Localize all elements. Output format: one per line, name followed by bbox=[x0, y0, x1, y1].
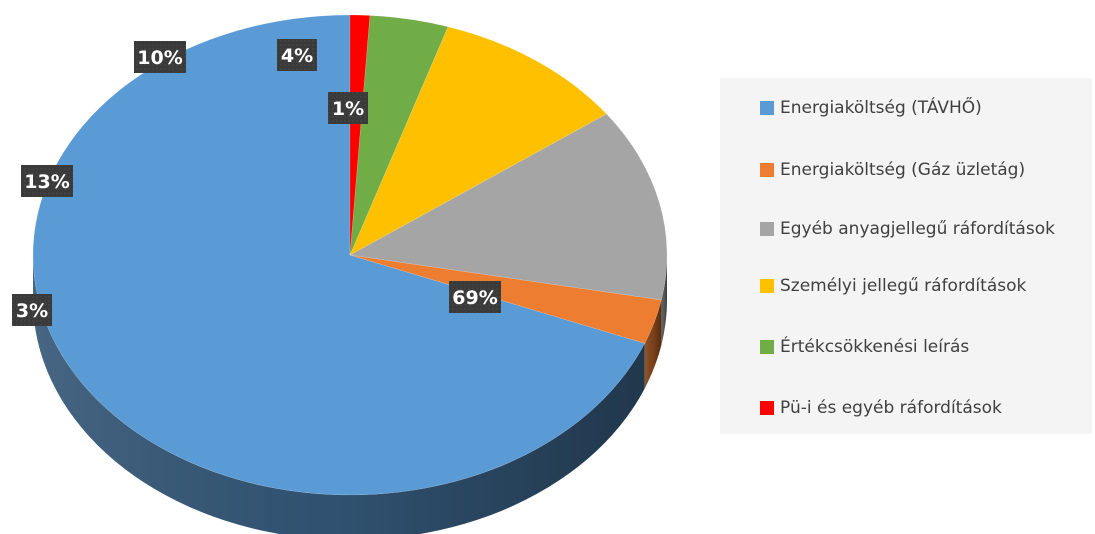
legend-item-3: Egyéb anyagjellegű ráfordítások bbox=[760, 219, 1055, 239]
data-label-5: 4% bbox=[277, 39, 317, 71]
pie-slice-6 bbox=[349, 14, 371, 256]
legend-item-4: Személyi jellegű ráfordítások bbox=[760, 276, 1026, 296]
data-label-box-5 bbox=[277, 39, 317, 71]
data-label-3: 13% bbox=[21, 165, 73, 197]
data-label-2: 3% bbox=[12, 294, 52, 326]
pie-slice-3 bbox=[349, 113, 668, 301]
data-label-box-1 bbox=[449, 281, 501, 313]
legend-label-4: Személyi jellegű ráfordítások bbox=[780, 276, 1027, 296]
pie-side-shade-1 bbox=[33, 255, 645, 534]
legend-swatch-3 bbox=[760, 222, 774, 236]
data-label-text-4: 10% bbox=[137, 47, 182, 69]
legend-swatch-2 bbox=[760, 163, 774, 177]
legend-label-3: Egyéb anyagjellegű ráfordítások bbox=[780, 219, 1055, 239]
pie-slice-5 bbox=[349, 15, 449, 256]
pie-data-labels: 69% 3% 13% 10% 4% 1% bbox=[12, 39, 501, 326]
legend-label-6: Pü-i és egyéb ráfordítások bbox=[780, 398, 1002, 418]
data-label-box-3 bbox=[21, 165, 73, 197]
data-label-text-2: 3% bbox=[16, 300, 48, 322]
data-label-text-6: 1% bbox=[332, 98, 364, 120]
legend-item-2: Energiaköltség (Gáz üzletág) bbox=[760, 160, 1025, 180]
pie-side-shade-3 bbox=[661, 255, 667, 345]
legend-label-1: Energiaköltség (TÁVHŐ) bbox=[780, 98, 982, 118]
pie-sides bbox=[33, 255, 667, 534]
legend-label-2: Energiaköltség (Gáz üzletág) bbox=[780, 160, 1026, 180]
data-label-6: 1% bbox=[328, 92, 368, 124]
legend-swatch-6 bbox=[760, 401, 774, 415]
pie-side-shade-2 bbox=[644, 299, 662, 389]
legend-swatch-5 bbox=[760, 340, 774, 354]
pie-chart: 69% 3% 13% 10% 4% 1% bbox=[12, 14, 668, 534]
data-label-1: 69% bbox=[449, 281, 501, 313]
data-label-text-1: 69% bbox=[452, 287, 497, 309]
pie-slice-2 bbox=[349, 254, 662, 344]
data-label-box-6 bbox=[328, 92, 368, 124]
pie-slice-4 bbox=[349, 26, 607, 256]
data-label-box-4 bbox=[134, 41, 186, 73]
legend-label-5: Értékcsökkenési leírás bbox=[780, 337, 970, 357]
data-label-4: 10% bbox=[134, 41, 186, 73]
legend-item-5: Értékcsökkenési leírás bbox=[760, 337, 969, 357]
legend-swatch-1 bbox=[760, 101, 774, 115]
legend-swatch-4 bbox=[760, 279, 774, 293]
data-label-text-3: 13% bbox=[24, 171, 69, 193]
pie-top bbox=[32, 14, 668, 496]
legend-item-1: Energiaköltség (TÁVHŐ) bbox=[760, 98, 982, 118]
legend-item-6: Pü-i és egyéb ráfordítások bbox=[760, 398, 1002, 418]
data-label-box-2 bbox=[12, 294, 52, 326]
data-label-text-5: 4% bbox=[281, 45, 313, 67]
legend: Energiaköltség (TÁVHŐ) Energiaköltség (G… bbox=[720, 78, 1092, 434]
